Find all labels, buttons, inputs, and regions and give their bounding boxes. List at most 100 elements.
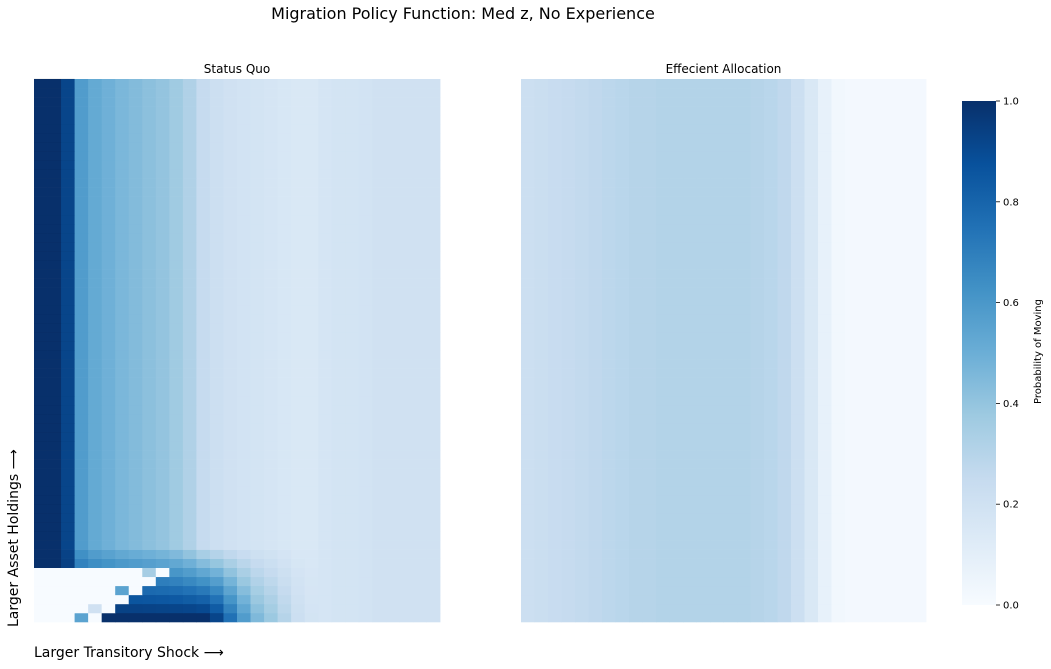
heatmap-cell bbox=[656, 88, 670, 98]
heatmap-cell bbox=[737, 305, 751, 315]
heatmap-cell bbox=[331, 404, 346, 415]
heatmap-cell bbox=[277, 431, 292, 442]
heatmap-cell bbox=[115, 612, 130, 623]
heatmap-cell bbox=[426, 377, 441, 387]
heatmap-cell bbox=[155, 495, 170, 505]
heatmap-cell bbox=[169, 395, 184, 406]
heatmap-cell bbox=[615, 504, 630, 514]
heatmap-cell bbox=[602, 296, 616, 306]
heatmap-cell bbox=[61, 422, 75, 433]
heatmap-cell bbox=[602, 115, 616, 125]
heatmap-cell bbox=[372, 368, 387, 378]
heatmap-cell bbox=[710, 450, 724, 460]
heatmap-cell bbox=[128, 504, 143, 514]
heatmap-cell bbox=[737, 504, 751, 514]
heatmap-cell bbox=[642, 459, 657, 469]
heatmap-cell bbox=[74, 232, 89, 243]
heatmap-cell bbox=[561, 178, 576, 188]
heatmap-cell bbox=[534, 79, 549, 89]
heatmap-cell bbox=[912, 296, 927, 306]
heatmap-cell bbox=[858, 504, 873, 514]
heatmap-cell bbox=[264, 223, 278, 234]
heatmap-cell bbox=[358, 296, 373, 306]
heatmap-cell bbox=[426, 250, 441, 261]
heatmap-cell bbox=[588, 97, 603, 107]
heatmap-cell bbox=[399, 260, 414, 270]
heatmap-cell bbox=[277, 232, 292, 243]
heatmap-cell bbox=[385, 169, 400, 179]
heatmap-cell bbox=[858, 350, 873, 360]
heatmap-cell bbox=[412, 549, 427, 559]
heatmap-cell bbox=[34, 214, 48, 225]
heatmap-cell bbox=[804, 368, 819, 378]
heatmap-cell bbox=[629, 350, 643, 360]
heatmap-cell bbox=[115, 386, 130, 397]
heatmap-cell bbox=[250, 278, 265, 288]
heatmap-cell bbox=[885, 160, 900, 170]
heatmap-cell bbox=[710, 522, 724, 532]
heatmap-cell bbox=[858, 377, 873, 387]
heatmap-cell bbox=[291, 395, 306, 406]
heatmap-cell bbox=[34, 567, 48, 578]
heatmap-cell bbox=[777, 431, 792, 442]
heatmap-cell bbox=[209, 260, 224, 270]
heatmap-cell bbox=[534, 296, 549, 306]
heatmap-cell bbox=[169, 504, 184, 514]
heatmap-cell bbox=[642, 196, 657, 206]
heatmap-cell bbox=[318, 287, 333, 297]
heatmap-cell bbox=[629, 576, 643, 587]
heatmap-cell bbox=[777, 377, 792, 387]
heatmap-cell bbox=[358, 341, 373, 351]
heatmap-cell bbox=[845, 531, 859, 541]
heatmap-cell bbox=[858, 395, 873, 406]
heatmap-cell bbox=[656, 495, 670, 505]
heatmap-cell bbox=[372, 504, 387, 514]
heatmap-cell bbox=[615, 169, 630, 179]
heatmap-cell bbox=[548, 558, 562, 568]
heatmap-cell bbox=[47, 97, 62, 107]
heatmap-cell bbox=[575, 594, 589, 605]
heatmap-cell bbox=[912, 441, 927, 451]
heatmap-cell bbox=[831, 576, 846, 587]
heatmap-cell bbox=[209, 368, 224, 378]
heatmap-cell bbox=[155, 395, 170, 406]
heatmap-cell bbox=[791, 79, 805, 89]
heatmap-cell bbox=[737, 477, 751, 487]
heatmap-cell bbox=[588, 504, 603, 514]
heatmap-cell bbox=[791, 250, 805, 261]
heatmap-cell bbox=[723, 250, 738, 261]
heatmap-cell bbox=[602, 359, 616, 369]
heatmap-cell bbox=[683, 350, 697, 360]
heatmap-cell bbox=[47, 477, 62, 487]
heatmap-cell bbox=[696, 486, 711, 496]
heatmap-cell bbox=[412, 431, 427, 442]
heatmap-cell bbox=[615, 567, 630, 578]
heatmap-cell bbox=[88, 142, 103, 152]
heatmap-cell bbox=[169, 187, 184, 197]
heatmap-cell bbox=[669, 413, 684, 424]
heatmap-cell bbox=[291, 540, 306, 550]
heatmap-cell bbox=[385, 431, 400, 442]
heatmap-cell bbox=[831, 567, 846, 578]
heatmap-cell bbox=[629, 115, 643, 125]
heatmap-cell bbox=[899, 269, 913, 279]
heatmap-cell bbox=[818, 422, 832, 433]
heatmap-cell bbox=[845, 79, 859, 89]
heatmap-cell bbox=[750, 413, 765, 424]
heatmap-cell bbox=[182, 205, 197, 216]
heatmap-cell bbox=[88, 178, 103, 188]
heatmap-cell bbox=[831, 612, 846, 623]
heatmap-cell bbox=[47, 450, 62, 460]
heatmap-cell bbox=[737, 585, 751, 596]
heatmap-cell bbox=[264, 350, 278, 360]
heatmap-cell bbox=[710, 377, 724, 387]
heatmap-cell bbox=[858, 151, 873, 161]
heatmap-cell bbox=[318, 250, 333, 261]
heatmap-cell bbox=[128, 531, 143, 541]
heatmap-cell bbox=[804, 260, 819, 270]
heatmap-cell bbox=[912, 250, 927, 261]
heatmap-cell bbox=[723, 368, 738, 378]
heatmap-cell bbox=[656, 178, 670, 188]
heatmap-cell bbox=[128, 97, 143, 107]
heatmap-cell bbox=[345, 278, 360, 288]
